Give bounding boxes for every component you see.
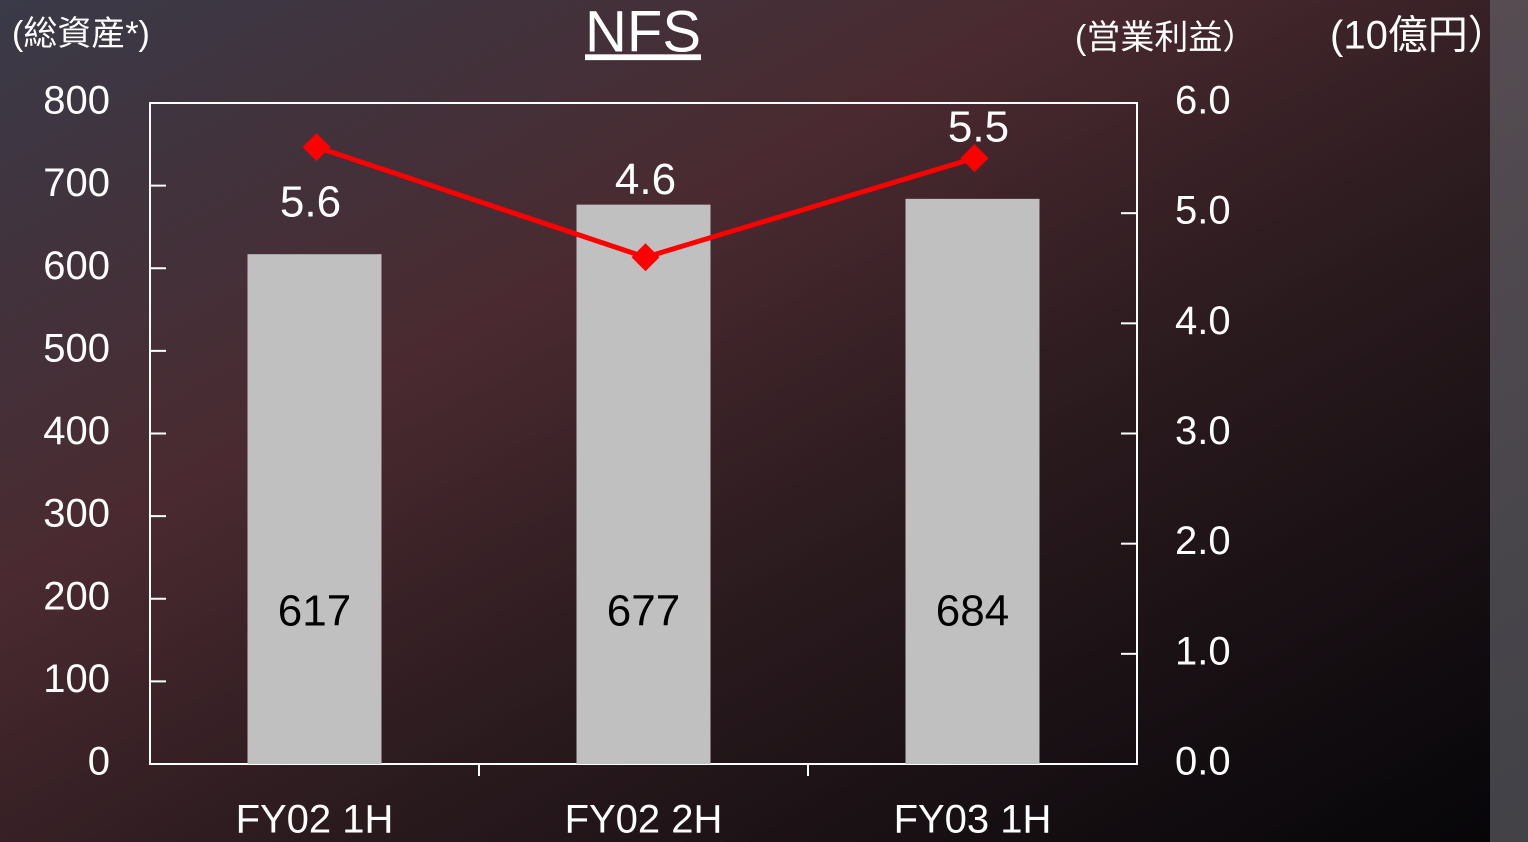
y-tick-label: 800 [43, 79, 110, 123]
bar-value-label: 684 [936, 587, 1009, 636]
chart-title: NFS [585, 0, 701, 64]
x-tick-label: FY02 1H [236, 798, 394, 842]
line-value-label: 5.5 [948, 103, 1009, 152]
y2-tick-label: 5.0 [1175, 189, 1231, 233]
line-marker [302, 133, 331, 162]
y2-tick-label: 3.0 [1175, 409, 1231, 453]
x-tick-label: FY02 2H [565, 798, 723, 842]
y-tick-label: 700 [43, 161, 110, 205]
y-tick-label: 400 [43, 409, 110, 453]
y-tick-label: 200 [43, 574, 110, 618]
bar [576, 204, 711, 764]
line-marker [631, 243, 660, 272]
bar [905, 198, 1040, 765]
x-tick-label: FY03 1H [894, 798, 1052, 842]
bar-value-label: 617 [278, 587, 351, 636]
y-tick-label: 300 [43, 492, 110, 536]
unit-label: (10億円） [1330, 14, 1508, 58]
y-tick-label: 0 [88, 740, 110, 784]
bar-value-label: 677 [607, 587, 680, 636]
line-value-label: 4.6 [615, 155, 676, 204]
bar [247, 254, 382, 765]
y2-tick-label: 6.0 [1175, 79, 1231, 123]
line-value-label: 5.6 [280, 178, 341, 227]
y2-tick-label: 2.0 [1175, 519, 1231, 563]
y-tick-label: 600 [43, 244, 110, 288]
y-tick-label: 100 [43, 657, 110, 701]
y-axis-label: (総資産*) [12, 15, 150, 53]
y2-tick-label: 4.0 [1175, 299, 1231, 343]
line-marker [960, 144, 989, 173]
background-strip [1490, 0, 1528, 842]
y-tick-label: 500 [43, 326, 110, 370]
y2-tick-label: 0.0 [1175, 740, 1231, 784]
y2-tick-label: 1.0 [1175, 629, 1231, 673]
y2-axis-label: (営業利益） [1075, 19, 1256, 57]
